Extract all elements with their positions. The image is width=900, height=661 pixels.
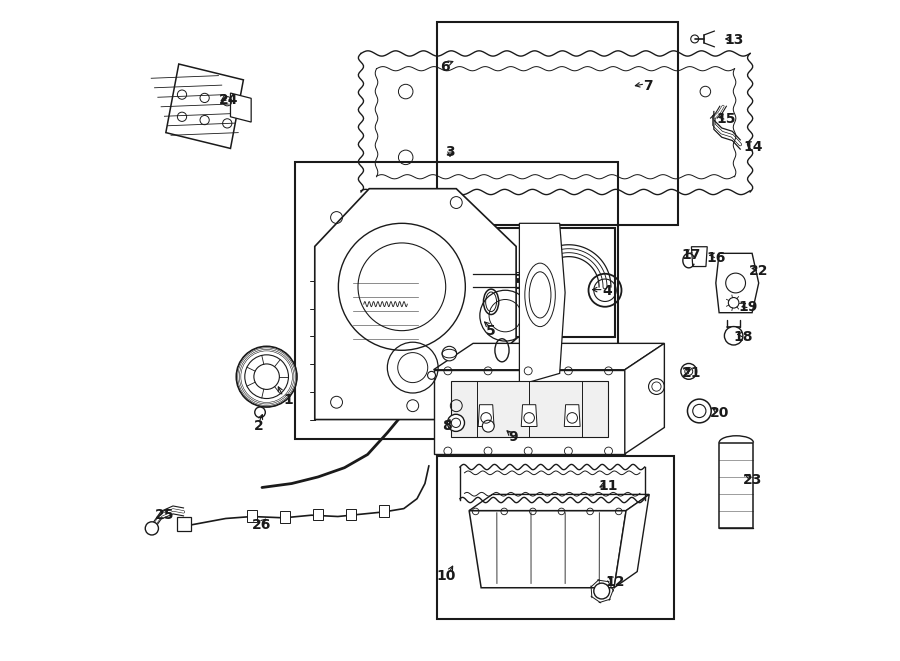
- Polygon shape: [177, 516, 191, 531]
- Polygon shape: [315, 188, 516, 420]
- Polygon shape: [625, 343, 664, 454]
- Polygon shape: [478, 405, 494, 426]
- Text: 25: 25: [156, 508, 175, 522]
- Circle shape: [145, 522, 158, 535]
- Bar: [436, 456, 674, 619]
- Circle shape: [724, 327, 742, 345]
- Bar: [436, 228, 615, 337]
- Text: 1: 1: [284, 393, 293, 407]
- Text: 12: 12: [605, 576, 625, 590]
- Text: 9: 9: [508, 430, 518, 444]
- Text: 5: 5: [486, 323, 496, 338]
- Text: 8: 8: [443, 419, 452, 433]
- Text: 7: 7: [644, 79, 652, 93]
- Text: 2: 2: [254, 419, 264, 433]
- Polygon shape: [469, 510, 626, 588]
- Circle shape: [728, 297, 739, 308]
- Polygon shape: [716, 253, 759, 313]
- Circle shape: [255, 407, 266, 418]
- Text: 24: 24: [220, 93, 238, 106]
- Circle shape: [688, 399, 711, 423]
- Polygon shape: [521, 405, 537, 426]
- Circle shape: [482, 420, 494, 432]
- Bar: [295, 163, 618, 440]
- Text: 6: 6: [441, 59, 450, 73]
- Polygon shape: [247, 510, 257, 522]
- Text: 10: 10: [436, 569, 455, 583]
- Polygon shape: [614, 494, 649, 588]
- Polygon shape: [280, 511, 291, 523]
- Circle shape: [442, 346, 456, 361]
- Circle shape: [428, 371, 436, 379]
- Bar: [719, 443, 753, 528]
- Text: 20: 20: [709, 406, 729, 420]
- Text: 26: 26: [252, 518, 272, 532]
- Polygon shape: [230, 93, 251, 122]
- Polygon shape: [346, 508, 356, 520]
- Text: 11: 11: [598, 479, 618, 492]
- Text: 21: 21: [681, 366, 701, 380]
- Text: 14: 14: [743, 140, 763, 154]
- Circle shape: [447, 414, 464, 432]
- Polygon shape: [434, 343, 664, 369]
- Text: 22: 22: [749, 264, 769, 278]
- Bar: [436, 22, 678, 225]
- Text: 19: 19: [739, 300, 758, 315]
- Circle shape: [594, 583, 609, 599]
- Text: 4: 4: [602, 284, 612, 298]
- Circle shape: [681, 364, 697, 379]
- Polygon shape: [691, 247, 707, 266]
- Polygon shape: [379, 505, 390, 517]
- Text: 16: 16: [706, 251, 725, 265]
- Circle shape: [237, 346, 297, 407]
- Text: 18: 18: [734, 330, 753, 344]
- Polygon shape: [313, 508, 323, 520]
- Polygon shape: [451, 381, 608, 437]
- Text: 17: 17: [681, 248, 701, 262]
- Text: 13: 13: [724, 33, 743, 48]
- Text: 3: 3: [446, 145, 454, 159]
- Text: 23: 23: [742, 473, 761, 486]
- Polygon shape: [469, 494, 649, 510]
- Text: 15: 15: [716, 112, 735, 126]
- Polygon shape: [166, 64, 243, 149]
- Polygon shape: [564, 405, 580, 426]
- Polygon shape: [519, 223, 565, 385]
- Polygon shape: [434, 369, 625, 454]
